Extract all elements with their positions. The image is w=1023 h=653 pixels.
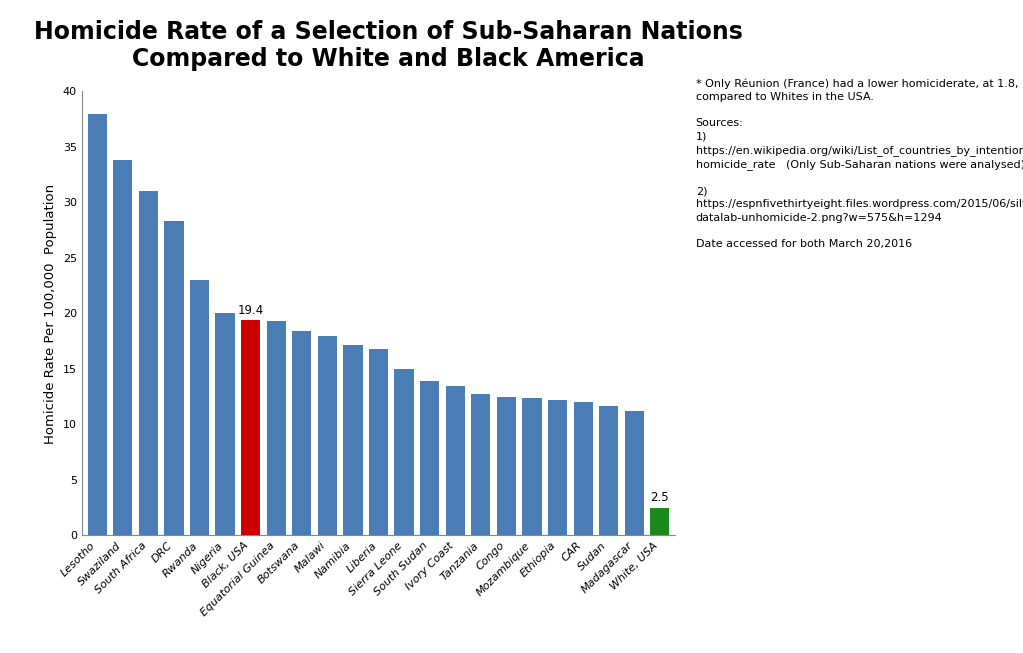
Text: Homicide Rate of a Selection of Sub-Saharan Nations
Compared to White and Black : Homicide Rate of a Selection of Sub-Saha… bbox=[35, 20, 743, 71]
Bar bbox=[574, 402, 592, 535]
Bar bbox=[267, 321, 285, 535]
Bar bbox=[599, 406, 618, 535]
Bar bbox=[651, 508, 669, 535]
Bar bbox=[216, 313, 234, 535]
Text: 19.4: 19.4 bbox=[237, 304, 264, 317]
Bar bbox=[114, 160, 132, 535]
Bar bbox=[369, 349, 388, 535]
Bar bbox=[165, 221, 183, 535]
Bar bbox=[472, 394, 490, 535]
Bar bbox=[523, 398, 541, 535]
Bar bbox=[190, 280, 209, 535]
Bar bbox=[548, 400, 567, 535]
Bar bbox=[446, 385, 464, 535]
Bar bbox=[139, 191, 158, 535]
Text: 2.5: 2.5 bbox=[651, 491, 669, 504]
Bar bbox=[318, 336, 337, 535]
Bar bbox=[293, 331, 311, 535]
Text: * Only Réunion (France) had a lower homiciderate, at 1.8,
compared to Whites in : * Only Réunion (France) had a lower homi… bbox=[696, 78, 1023, 249]
Bar bbox=[420, 381, 439, 535]
Bar bbox=[88, 114, 106, 535]
Y-axis label: Homicide Rate Per 100,000  Population: Homicide Rate Per 100,000 Population bbox=[44, 183, 57, 443]
Bar bbox=[625, 411, 643, 535]
Bar bbox=[497, 396, 516, 535]
Bar bbox=[241, 320, 260, 535]
Bar bbox=[395, 369, 413, 535]
Bar bbox=[344, 345, 362, 535]
